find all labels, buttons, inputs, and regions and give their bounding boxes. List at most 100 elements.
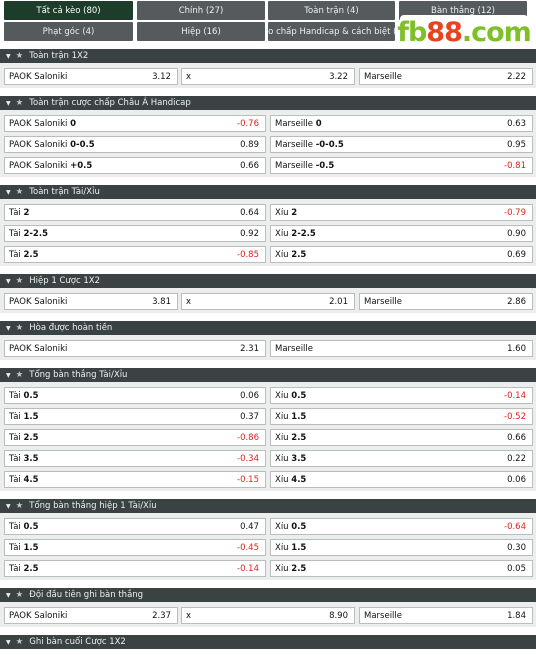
odds-button[interactable]: Tài 2.5 -0.14	[4, 560, 266, 577]
favorite-star-icon[interactable]: ★	[15, 590, 24, 600]
tab-2[interactable]: Toàn trận (4)	[268, 1, 395, 20]
collapse-caret-icon[interactable]: ▼	[6, 371, 11, 379]
odds-button[interactable]: PAOK Saloniki 0 -0.76	[4, 115, 266, 132]
section-header[interactable]: ▼ ★ Toàn trận 1X2	[0, 49, 536, 63]
favorite-star-icon[interactable]: ★	[15, 187, 24, 197]
odds-button[interactable]: Marseille 0 0.63	[270, 115, 533, 132]
section-header[interactable]: ▼ ★ Toàn trận cược chấp Châu Á Handicap	[0, 96, 536, 110]
odds-button[interactable]: Tài 0.5 0.47	[4, 518, 266, 535]
odds-button[interactable]: Tài 4.5 -0.15	[4, 471, 266, 488]
selection-label: Xỉu 1.5	[275, 543, 306, 553]
collapse-caret-icon[interactable]: ▼	[6, 277, 11, 285]
odds-button[interactable]: Marseille -0.5 -0.81	[270, 157, 533, 174]
odds-button[interactable]: Marseille 1.60	[270, 340, 533, 357]
tab-label: Bàn thắng (12)	[431, 5, 495, 16]
favorite-star-icon[interactable]: ★	[15, 276, 24, 286]
odds-button[interactable]: x 3.22	[181, 68, 355, 85]
odds-button[interactable]: Tài 2.5 -0.86	[4, 429, 266, 446]
selection-name: Tài	[9, 207, 21, 218]
selection-name: Marseille	[364, 610, 403, 621]
odds-button[interactable]: PAOK Saloniki 2.37	[4, 607, 178, 624]
favorite-star-icon[interactable]: ★	[15, 370, 24, 380]
odds-button[interactable]: Tài 0.5 0.06	[4, 387, 266, 404]
odds-button[interactable]: x 8.90	[181, 607, 355, 624]
odds-button[interactable]: Xỉu 2-2.5 0.90	[270, 225, 533, 242]
odds-button[interactable]: x 2.01	[181, 293, 355, 310]
odds-button[interactable]: Xỉu 2.5 0.69	[270, 246, 533, 263]
selection-name: Xỉu	[275, 207, 289, 218]
collapse-caret-icon[interactable]: ▼	[6, 324, 11, 332]
selection-name: x	[186, 296, 192, 307]
selection-line: 0-0.5	[70, 139, 95, 150]
selection-label: Tài 2	[9, 208, 29, 218]
selection-line: 2.5	[23, 432, 39, 443]
selection-name: x	[186, 71, 192, 82]
collapse-caret-icon[interactable]: ▼	[6, 99, 11, 107]
section-header[interactable]: ▼ ★ Toàn trận Tài/Xỉu	[0, 185, 536, 199]
odds-button[interactable]: Xỉu 2 -0.79	[270, 204, 533, 221]
collapse-caret-icon[interactable]: ▼	[6, 591, 11, 599]
tab-1[interactable]: Chính (27)	[137, 1, 265, 20]
favorite-star-icon[interactable]: ★	[15, 637, 24, 647]
tab-4[interactable]: Phạt góc (4)	[4, 22, 133, 41]
tab-5[interactable]: Hiệp (16)	[137, 22, 265, 41]
selection-name: Xỉu	[275, 390, 289, 401]
odds-button[interactable]: Xỉu 4.5 0.06	[270, 471, 533, 488]
favorite-star-icon[interactable]: ★	[15, 98, 24, 108]
tab-6[interactable]: Kèo chấp Handicap & cách biệt (3)	[268, 22, 395, 41]
odds-button[interactable]: Xỉu 3.5 0.22	[270, 450, 533, 467]
odds-button[interactable]: Tài 2-2.5 0.92	[4, 225, 266, 242]
odds-button[interactable]: Marseille -0-0.5 0.95	[270, 136, 533, 153]
selection-label: x	[186, 611, 191, 621]
odds-button[interactable]: Xỉu 2.5 0.05	[270, 560, 533, 577]
selection-name: PAOK Saloniki	[9, 71, 68, 82]
odds-button[interactable]: Marseille 2.22	[359, 68, 533, 85]
selection-line: -0.5	[315, 160, 335, 171]
odds-button[interactable]: PAOK Saloniki 3.81	[4, 293, 178, 310]
selection-label: Tài 1.5	[9, 412, 39, 422]
tab-label: Toàn trận (4)	[304, 5, 359, 16]
odds-value: -0.45	[237, 542, 259, 553]
selection-name: PAOK Saloniki	[9, 296, 68, 307]
section-header[interactable]: ▼ ★ Hòa được hoàn tiền	[0, 321, 536, 335]
odds-button[interactable]: PAOK Saloniki 3.12	[4, 68, 178, 85]
odds-button[interactable]: Tài 2 0.64	[4, 204, 266, 221]
odds-button[interactable]: Xỉu 0.5 -0.14	[270, 387, 533, 404]
odds-button[interactable]: Xỉu 1.5 0.30	[270, 539, 533, 556]
selection-name: Marseille	[364, 71, 403, 82]
selection-label: x	[186, 297, 191, 307]
odds-button[interactable]: Marseille 1.84	[359, 607, 533, 624]
odds-button[interactable]: Xỉu 1.5 -0.52	[270, 408, 533, 425]
selection-name: Tài	[9, 453, 21, 464]
selection-line: 2-2.5	[23, 228, 48, 239]
section-header[interactable]: ▼ ★ Tổng bàn thắng hiệp 1 Tài/Xỉu	[0, 499, 536, 513]
odds-button[interactable]: PAOK Saloniki +0.5 0.66	[4, 157, 266, 174]
odds-button[interactable]: Marseille 2.86	[359, 293, 533, 310]
odds-button[interactable]: Tài 1.5 -0.45	[4, 539, 266, 556]
collapse-caret-icon[interactable]: ▼	[6, 638, 11, 646]
odds-button[interactable]: Tài 3.5 -0.34	[4, 450, 266, 467]
tab-0[interactable]: Tất cả kèo (80)	[4, 1, 133, 20]
selection-name: Tài	[9, 521, 21, 532]
section-header[interactable]: ▼ ★ Ghi bàn cuối Cược 1X2	[0, 635, 536, 649]
selection-name: Tài	[9, 411, 21, 422]
collapse-caret-icon[interactable]: ▼	[6, 502, 11, 510]
odds-button[interactable]: Xỉu 2.5 0.66	[270, 429, 533, 446]
favorite-star-icon[interactable]: ★	[15, 51, 24, 61]
selection-line: 2.5	[23, 249, 39, 260]
favorite-star-icon[interactable]: ★	[15, 323, 24, 333]
odds-button[interactable]: Tài 2.5 -0.85	[4, 246, 266, 263]
odds-button[interactable]: PAOK Saloniki 0-0.5 0.89	[4, 136, 266, 153]
selection-name: PAOK Saloniki	[9, 343, 68, 354]
section-header[interactable]: ▼ ★ Đội đầu tiên ghi bàn thắng	[0, 588, 536, 602]
odds-button[interactable]: Xỉu 0.5 -0.64	[270, 518, 533, 535]
section-header[interactable]: ▼ ★ Hiệp 1 Cược 1X2	[0, 274, 536, 288]
selection-name: Tài	[9, 474, 21, 485]
collapse-caret-icon[interactable]: ▼	[6, 188, 11, 196]
odds-button[interactable]: Tài 1.5 0.37	[4, 408, 266, 425]
favorite-star-icon[interactable]: ★	[15, 501, 24, 511]
section-header[interactable]: ▼ ★ Tổng bàn thắng Tài/Xỉu	[0, 368, 536, 382]
odds-value: 0.64	[240, 207, 259, 218]
odds-button[interactable]: PAOK Saloniki 2.31	[4, 340, 266, 357]
collapse-caret-icon[interactable]: ▼	[6, 52, 11, 60]
